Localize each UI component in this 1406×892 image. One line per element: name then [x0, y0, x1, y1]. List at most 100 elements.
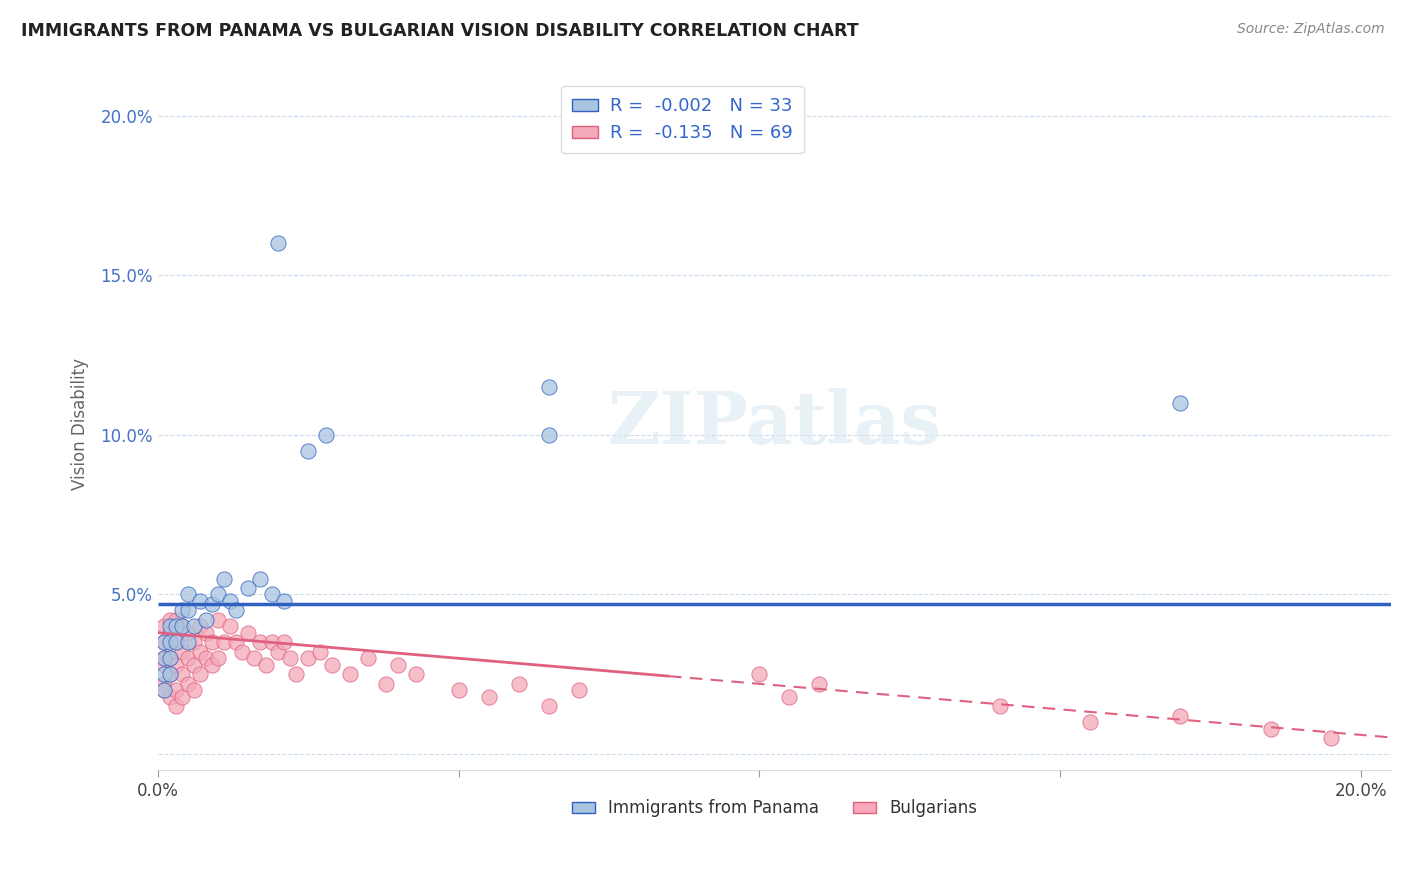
Point	[152, 619, 174, 633]
Point	[1170, 708, 1192, 723]
Point	[188, 594, 211, 608]
Point	[748, 667, 770, 681]
Point	[152, 683, 174, 698]
Point	[159, 667, 181, 681]
Point	[321, 657, 343, 672]
Point	[159, 667, 181, 681]
Point	[267, 645, 290, 659]
Point	[309, 645, 332, 659]
Point	[194, 613, 217, 627]
Point	[315, 428, 337, 442]
Point	[159, 651, 181, 665]
Point	[207, 651, 229, 665]
Point	[152, 657, 174, 672]
Point	[152, 651, 174, 665]
Point	[170, 619, 193, 633]
Point	[339, 667, 361, 681]
Point	[273, 594, 295, 608]
Point	[537, 428, 560, 442]
Point	[249, 635, 271, 649]
Point	[170, 603, 193, 617]
Point	[568, 683, 591, 698]
Point	[1320, 731, 1343, 745]
Point	[165, 619, 187, 633]
Point	[478, 690, 501, 704]
Point	[177, 651, 200, 665]
Point	[177, 677, 200, 691]
Point	[808, 677, 831, 691]
Point	[183, 657, 205, 672]
Point	[387, 657, 409, 672]
Point	[170, 645, 193, 659]
Point	[165, 635, 187, 649]
Point	[267, 236, 290, 251]
Point	[170, 667, 193, 681]
Point	[177, 603, 200, 617]
Point	[236, 581, 259, 595]
Point	[297, 651, 319, 665]
Point	[231, 645, 253, 659]
Point	[405, 667, 427, 681]
Text: Source: ZipAtlas.com: Source: ZipAtlas.com	[1237, 22, 1385, 37]
Legend: Immigrants from Panama, Bulgarians: Immigrants from Panama, Bulgarians	[565, 793, 984, 824]
Point	[212, 572, 235, 586]
Point	[177, 587, 200, 601]
Point	[537, 699, 560, 714]
Point	[152, 635, 174, 649]
Point	[297, 443, 319, 458]
Point	[159, 635, 181, 649]
Point	[1170, 396, 1192, 410]
Point	[170, 690, 193, 704]
Text: ZIPatlas: ZIPatlas	[607, 388, 942, 459]
Point	[201, 597, 224, 611]
Point	[188, 667, 211, 681]
Point	[207, 587, 229, 601]
Point	[188, 645, 211, 659]
Point	[212, 635, 235, 649]
Point	[219, 594, 242, 608]
Point	[260, 635, 283, 649]
Point	[188, 619, 211, 633]
Point	[201, 657, 224, 672]
Point	[273, 635, 295, 649]
Point	[254, 657, 277, 672]
Point	[285, 667, 308, 681]
Point	[219, 619, 242, 633]
Point	[165, 613, 187, 627]
Point	[225, 635, 247, 649]
Point	[194, 651, 217, 665]
Point	[194, 625, 217, 640]
Point	[778, 690, 800, 704]
Point	[183, 619, 205, 633]
Point	[183, 683, 205, 698]
Point	[508, 677, 530, 691]
Point	[278, 651, 301, 665]
Point	[170, 619, 193, 633]
Point	[152, 677, 174, 691]
Point	[243, 651, 266, 665]
Point	[165, 657, 187, 672]
Point	[236, 625, 259, 640]
Point	[375, 677, 398, 691]
Point	[177, 635, 200, 649]
Point	[165, 683, 187, 698]
Point	[177, 625, 200, 640]
Point	[260, 587, 283, 601]
Point	[165, 699, 187, 714]
Y-axis label: Vision Disability: Vision Disability	[72, 358, 89, 490]
Point	[201, 635, 224, 649]
Point	[537, 380, 560, 394]
Point	[159, 651, 181, 665]
Point	[152, 651, 174, 665]
Point	[152, 635, 174, 649]
Point	[159, 619, 181, 633]
Text: IMMIGRANTS FROM PANAMA VS BULGARIAN VISION DISABILITY CORRELATION CHART: IMMIGRANTS FROM PANAMA VS BULGARIAN VISI…	[21, 22, 859, 40]
Point	[159, 690, 181, 704]
Point	[165, 635, 187, 649]
Point	[1260, 722, 1282, 736]
Point	[159, 613, 181, 627]
Point	[988, 699, 1011, 714]
Point	[249, 572, 271, 586]
Point	[1078, 715, 1101, 730]
Point	[447, 683, 470, 698]
